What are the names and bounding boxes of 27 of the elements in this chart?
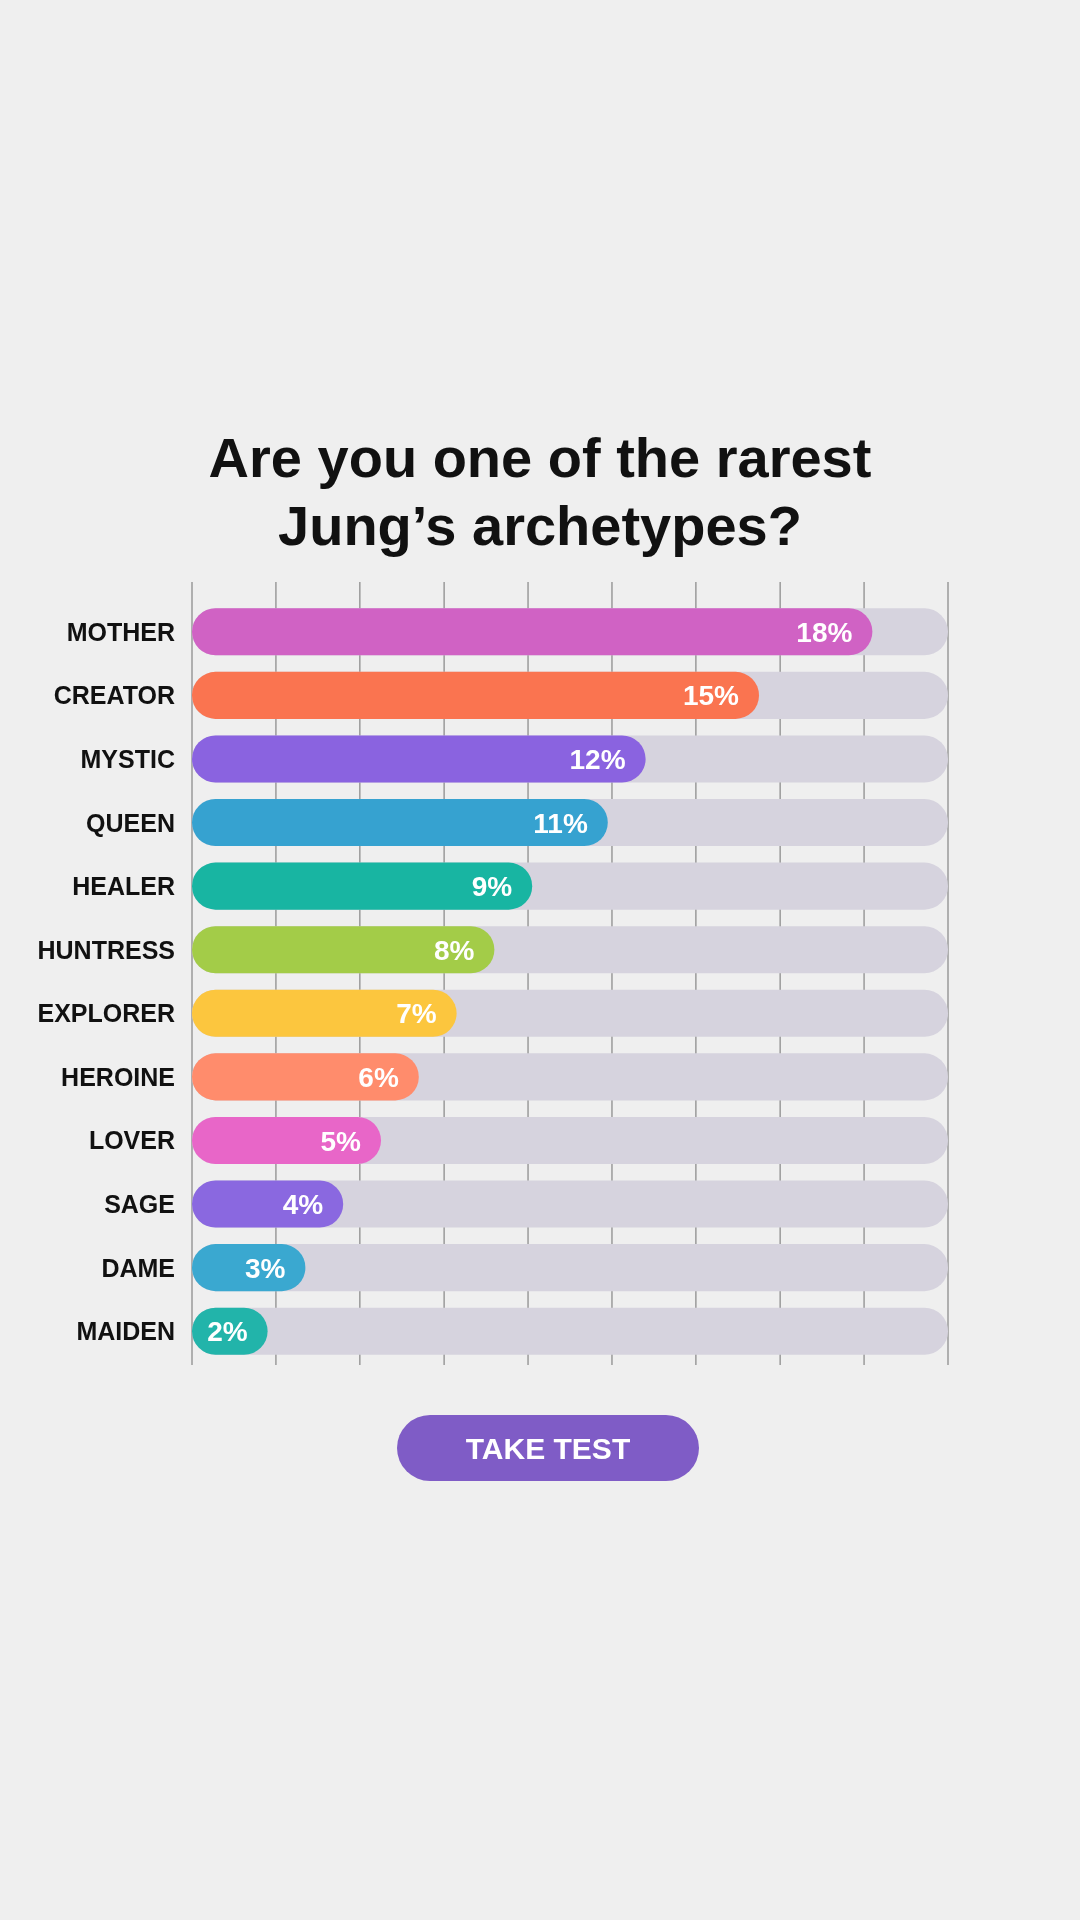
- data-label: 9%: [471, 871, 513, 903]
- data-label: 4%: [282, 1189, 324, 1221]
- data-label: 6%: [358, 1061, 399, 1093]
- data-label: 7%: [396, 998, 437, 1030]
- y-tick-label: LOVER: [88, 1126, 175, 1155]
- y-tick-label: HEALER: [72, 872, 175, 901]
- chart-title: Are you one of the rarest Jung’s archetypes?: [208, 426, 872, 557]
- data-label: 2%: [207, 1316, 248, 1348]
- data-label: 5%: [320, 1125, 362, 1157]
- bar: [192, 1053, 419, 1101]
- data-label: 11%: [533, 807, 588, 839]
- data-label: 3%: [244, 1252, 286, 1284]
- y-tick-label: DAME: [101, 1253, 175, 1282]
- data-label: 18%: [796, 616, 853, 648]
- y-tick-label: CREATOR: [53, 681, 175, 710]
- y-tick-label: MAIDEN: [76, 1317, 175, 1346]
- y-tick-label: MYSTIC: [80, 744, 175, 773]
- y-tick-label: SAGE: [104, 1190, 175, 1219]
- y-tick-label: HEROINE: [61, 1062, 175, 1091]
- y-tick-label: EXPLORER: [37, 999, 175, 1028]
- text: TAKE TEST: [465, 1431, 631, 1465]
- data-label: 8%: [433, 934, 475, 966]
- data-label: 15%: [682, 680, 740, 712]
- y-tick-label: HUNTRESS: [37, 935, 175, 964]
- y-tick-label: MOTHER: [66, 617, 175, 646]
- y-tick-label: QUEEN: [86, 808, 175, 837]
- data-label: 12%: [569, 744, 626, 776]
